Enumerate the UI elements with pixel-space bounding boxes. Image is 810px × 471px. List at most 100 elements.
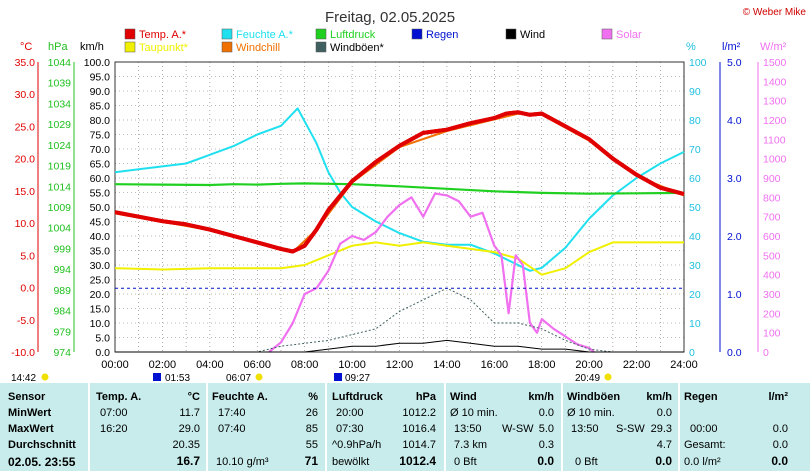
y-tick-solar: 300 bbox=[763, 289, 781, 301]
rain-current: 0.0 bbox=[771, 454, 788, 468]
y-tick-rain: 4.0 bbox=[727, 115, 742, 127]
press-max: 1016.4 bbox=[402, 423, 436, 435]
legend-swatch bbox=[124, 41, 136, 53]
y-tick-wind: 55.0 bbox=[90, 188, 111, 200]
y-tick-solar: 1300 bbox=[763, 96, 787, 108]
weather-chart: Freitag, 02.05.2025 © Weber Mike Temp. A… bbox=[11, 7, 807, 383]
y-tick-rain: 3.0 bbox=[727, 173, 742, 185]
y-tick-pressure: 1039 bbox=[48, 78, 72, 90]
y-tick-temp: 0.0 bbox=[20, 283, 35, 295]
hum-max-time: 07:40 bbox=[218, 423, 246, 435]
rain-total-label: Gesamt: bbox=[684, 439, 726, 451]
x-tick-label: 04:00 bbox=[196, 359, 224, 371]
legend-label: Taupunkt* bbox=[139, 42, 189, 54]
press-forecast: bewölkt bbox=[332, 456, 370, 468]
y-tick-solar: 700 bbox=[763, 212, 781, 224]
row-label-min: MinWert bbox=[8, 407, 52, 419]
y-tick-pressure: 1044 bbox=[48, 57, 72, 69]
hum-min-time: 17:40 bbox=[218, 407, 246, 419]
y-tick-pressure: 1004 bbox=[48, 223, 72, 235]
legend-swatch bbox=[221, 28, 233, 40]
statistics-table: Sensor MinWert MaxWert Durchschnitt 02.0… bbox=[0, 383, 810, 471]
y-tick-solar: 0 bbox=[763, 347, 769, 359]
sun-icon bbox=[255, 373, 263, 381]
y-tick-rain: 5.0 bbox=[727, 57, 742, 69]
y-tick-humidity: 70 bbox=[689, 144, 701, 156]
y-tick-wind: 45.0 bbox=[90, 217, 111, 229]
rain-marker-icon bbox=[153, 373, 161, 381]
time-marker-2: 06:07 bbox=[226, 373, 251, 383]
gust-min: 0.0 bbox=[656, 407, 672, 419]
y-tick-temp: -10.0 bbox=[11, 347, 35, 359]
time-marker-3: 09:27 bbox=[345, 373, 370, 383]
wind-avg: 0.3 bbox=[538, 439, 554, 451]
gust-max: 29.3 bbox=[650, 423, 672, 435]
y-tick-wind: 65.0 bbox=[90, 159, 111, 171]
gust-bft: 0 Bft bbox=[575, 456, 598, 468]
legend-swatch bbox=[315, 28, 327, 40]
temp-max: 29.0 bbox=[178, 423, 200, 435]
wind-bft: 0 Bft bbox=[454, 456, 477, 468]
gust-current: 0.0 bbox=[655, 454, 672, 468]
y-tick-solar: 1000 bbox=[763, 154, 787, 166]
y-tick-wind: 30.0 bbox=[90, 260, 111, 272]
legend-swatch bbox=[601, 28, 613, 40]
x-tick-label: 20:00 bbox=[575, 359, 603, 371]
y-tick-pressure: 989 bbox=[53, 285, 71, 297]
y-tick-pressure: 1024 bbox=[48, 140, 72, 152]
y-tick-solar: 200 bbox=[763, 308, 781, 320]
moon-icon bbox=[604, 373, 612, 381]
series-line bbox=[114, 107, 685, 272]
sun-icon bbox=[41, 373, 49, 381]
y-tick-wind: 100.0 bbox=[84, 57, 110, 69]
x-tick-label: 00:00 bbox=[101, 359, 129, 371]
temp-min-time: 07:00 bbox=[100, 407, 128, 419]
time-marker-sunset: 20:49 bbox=[575, 373, 600, 383]
y-tick-rain: 2.0 bbox=[727, 231, 742, 243]
gust-unit: km/h bbox=[646, 391, 672, 403]
sensor-header: Sensor bbox=[8, 391, 46, 403]
y-tick-wind: 75.0 bbox=[90, 130, 111, 142]
hum-header: Feuchte A. bbox=[212, 391, 268, 403]
y-tick-wind: 60.0 bbox=[90, 173, 111, 185]
x-tick-label: 22:00 bbox=[623, 359, 651, 371]
press-avg: 1014.7 bbox=[402, 439, 436, 451]
row-label-avg: Durchschnitt bbox=[8, 439, 76, 451]
legend-label: Feuchte A.* bbox=[236, 29, 294, 41]
y-tick-pressure: 999 bbox=[53, 243, 71, 255]
wind-unit: km/h bbox=[528, 391, 554, 403]
y-tick-wind: 95.0 bbox=[90, 72, 111, 84]
hum-abs: 10.10 g/m³ bbox=[216, 456, 269, 468]
y-tick-temp: 10.0 bbox=[15, 218, 36, 230]
gust-max-time: 13:50 bbox=[571, 423, 599, 435]
series-line bbox=[115, 339, 684, 353]
legend-swatch bbox=[124, 28, 136, 40]
chart-axes: 35.0 30.0 25.0 20.0 15.0 10.0 5.0 0.0 -5.0 -10.0 1… bbox=[11, 57, 786, 359]
legend-label: Regen bbox=[426, 29, 458, 41]
wind-header: Wind bbox=[450, 391, 477, 403]
time-marker-left: 14:42 bbox=[11, 373, 36, 383]
x-tick-label: 18:00 bbox=[528, 359, 556, 371]
row-label-max: MaxWert bbox=[8, 423, 54, 435]
x-tick-label: 16:00 bbox=[481, 359, 509, 371]
y-tick-pressure: 979 bbox=[53, 326, 71, 338]
time-markers: 14:42 01:53 06:07 09:27 20:49 bbox=[11, 373, 612, 383]
temp-max-time: 16:20 bbox=[100, 423, 128, 435]
hum-avg: 55 bbox=[305, 439, 318, 451]
copyright-text: © Weber Mike bbox=[743, 7, 807, 18]
press-current: 1012.4 bbox=[399, 454, 436, 468]
legend-label: Windchill bbox=[236, 42, 280, 54]
y-tick-pressure: 974 bbox=[53, 347, 71, 359]
y-tick-humidity: 10 bbox=[689, 318, 701, 330]
y-tick-wind: 70.0 bbox=[90, 144, 111, 156]
y-tick-pressure: 1014 bbox=[48, 181, 72, 193]
wind-max: 5.0 bbox=[538, 423, 554, 435]
y-tick-temp: 20.0 bbox=[15, 154, 36, 166]
y-tick-wind: 85.0 bbox=[90, 101, 111, 113]
y-tick-pressure: 1029 bbox=[48, 119, 72, 131]
y-tick-rain: 1.0 bbox=[727, 289, 742, 301]
rain-max: 0.0 bbox=[772, 423, 788, 435]
y-tick-solar: 600 bbox=[763, 231, 781, 243]
legend: Temp. A.* Feuchte A.* Luftdruck Regen Wind So… bbox=[124, 28, 642, 54]
x-tick-label: 08:00 bbox=[291, 359, 319, 371]
